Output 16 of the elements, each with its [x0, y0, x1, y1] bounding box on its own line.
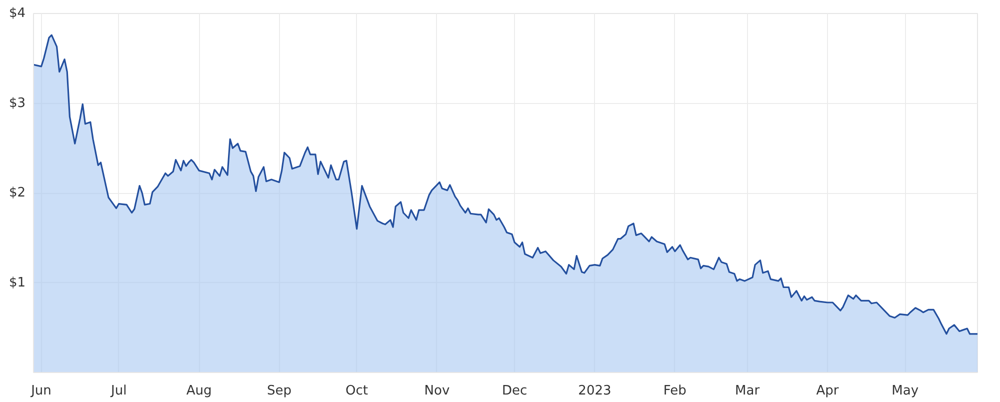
x-tick-label: 2023	[578, 384, 612, 398]
x-tick-label: Feb	[663, 384, 686, 398]
x-tick-label: Jul	[110, 384, 127, 398]
x-tick-label: May	[892, 384, 919, 398]
x-tick-label: Mar	[735, 384, 760, 398]
y-tick-label: $3	[8, 96, 26, 111]
x-tick-label: Sep	[266, 384, 292, 398]
x-tick-label: Dec	[502, 384, 528, 398]
x-tick-label: Apr	[816, 384, 840, 398]
x-tick-label: Aug	[186, 384, 212, 398]
x-tick-label: Jun	[30, 384, 52, 398]
y-tick-label: $1	[8, 275, 26, 290]
x-tick-label: Oct	[346, 384, 368, 398]
x-tick-label: Nov	[424, 384, 450, 398]
y-tick-label: $2	[8, 186, 26, 200]
y-tick-label: $4	[8, 6, 26, 21]
